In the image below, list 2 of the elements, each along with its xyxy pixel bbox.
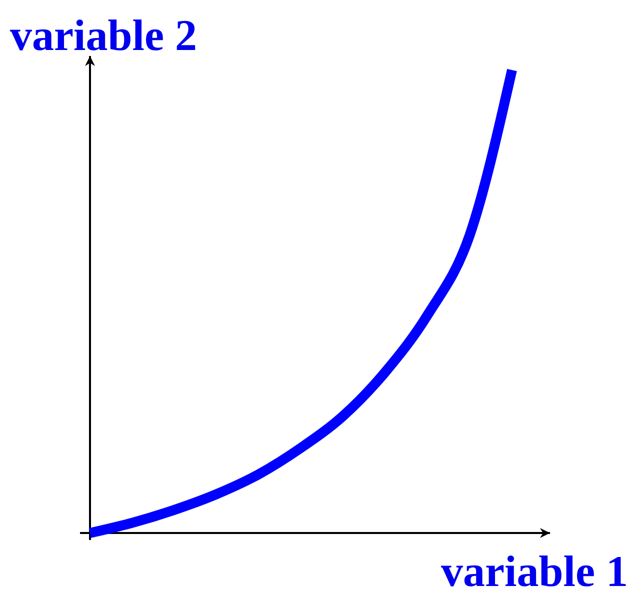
y-axis-title: variable 2	[10, 11, 197, 60]
x-axis-title: variable 1	[441, 547, 628, 591]
